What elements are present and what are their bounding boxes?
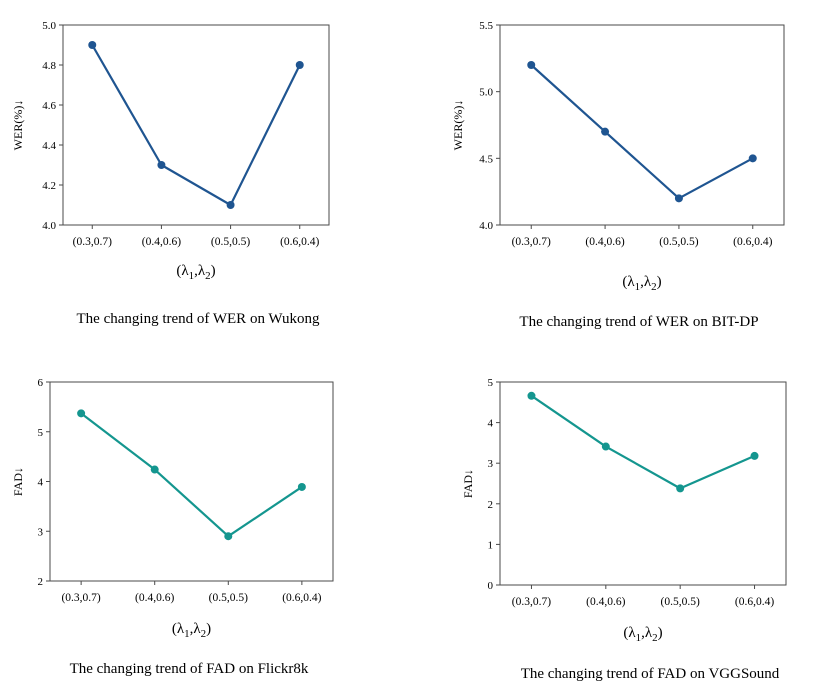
data-point — [748, 154, 757, 163]
x-axis-label: (λ1,λ2) — [176, 263, 215, 282]
y-tick-label: 0 — [488, 580, 494, 592]
plot-frame — [499, 24, 785, 226]
x-tick-label: (0.6,0.4) — [282, 592, 321, 604]
x-label-part: 1 — [189, 270, 195, 282]
x-tick-label: (0.3,0.7) — [512, 596, 551, 608]
x-label-part: (λ — [172, 621, 185, 637]
data-point — [750, 451, 759, 460]
x-tick-label: (0.5,0.5) — [661, 596, 700, 608]
data-point — [226, 201, 235, 209]
x-label-part: ,λ — [641, 625, 653, 641]
x-label-part: 2 — [651, 281, 657, 293]
x-tick-label: (0.5,0.5) — [659, 236, 698, 248]
x-label-part: (λ — [623, 625, 636, 641]
y-tick-label: 4 — [38, 477, 44, 489]
y-tick-label: 4.2 — [42, 180, 56, 192]
y-tick-label: 5 — [488, 377, 494, 389]
chart-panel-1: 4.0 4.2 4.4 4.6 4.8 5.0 (0.3,0.7) (0.4,0.6) (0.5… — [11, 20, 330, 327]
x-label-part: 1 — [636, 632, 642, 644]
y-tick-label: 2 — [488, 499, 494, 511]
plot-frame — [499, 381, 787, 586]
data-point — [601, 127, 610, 136]
chart-caption: The changing trend of WER on BIT-DP — [519, 314, 758, 330]
data-point — [150, 465, 159, 474]
x-label-part: ) — [657, 274, 662, 290]
series-line — [91, 44, 301, 207]
x-label-part: 2 — [652, 632, 658, 644]
chart-caption: The changing trend of WER on Wukong — [77, 311, 320, 327]
y-axis-label: FAD↓ — [11, 467, 25, 496]
y-tick-label: 4.8 — [42, 60, 56, 72]
series-line — [80, 412, 303, 538]
series-line — [530, 64, 754, 200]
y-tick-label: 4.0 — [42, 220, 56, 232]
data-point — [527, 61, 536, 69]
y-tick-label: 4.5 — [479, 153, 493, 165]
x-label-part: ) — [206, 621, 211, 637]
y-tick-label: 5.0 — [42, 20, 56, 32]
x-tick-label: (0.4,0.6) — [142, 236, 181, 248]
x-label-part: ,λ — [190, 621, 202, 637]
y-axis-label: WER(%)↓ — [11, 100, 25, 151]
data-point — [601, 442, 610, 451]
x-label-part: 1 — [635, 281, 641, 293]
y-tick-label: 3 — [488, 458, 494, 470]
data-point — [527, 391, 536, 400]
plot-frame — [62, 24, 330, 226]
x-label-part: (λ — [176, 263, 189, 279]
x-tick-label: (0.4,0.6) — [586, 596, 625, 608]
data-point — [157, 161, 166, 169]
y-axis-label: FAD↓ — [461, 469, 475, 498]
x-tick-label: (0.3,0.7) — [73, 236, 112, 248]
chart-caption: The changing trend of FAD on VGGSound — [521, 666, 780, 682]
x-label-part: ) — [211, 263, 216, 279]
x-label-part: ,λ — [640, 274, 652, 290]
y-tick-label: 5.0 — [479, 87, 493, 99]
y-tick-label: 3 — [38, 526, 44, 538]
data-point — [297, 482, 306, 491]
x-tick-label: (0.6,0.4) — [280, 236, 319, 248]
x-tick-label: (0.4,0.6) — [135, 592, 174, 604]
y-tick-label: 6 — [38, 377, 44, 389]
data-point — [674, 194, 683, 203]
x-label-part: 2 — [201, 628, 207, 640]
y-tick-label: 2 — [38, 576, 44, 588]
y-tick-label: 4.0 — [479, 220, 493, 232]
chart-panel-2: 4.0 4.5 5.0 5.5 (0.3,0.7) (0.4,0.6) (0.5,0.5) (… — [451, 20, 785, 330]
plot-frame — [49, 381, 334, 582]
y-tick-label: 1 — [488, 539, 494, 551]
x-tick-label: (0.5,0.5) — [211, 236, 250, 248]
data-point — [88, 41, 97, 49]
x-label-part: (λ — [622, 274, 635, 290]
series-line — [530, 394, 755, 490]
x-tick-label: (0.3,0.7) — [512, 236, 551, 248]
x-label-part: ) — [658, 625, 663, 641]
y-tick-label: 5 — [38, 427, 44, 439]
y-tick-label: 4.6 — [42, 100, 56, 112]
x-axis-label: (λ1,λ2) — [623, 625, 662, 644]
x-tick-label: (0.3,0.7) — [61, 592, 100, 604]
x-axis-label: (λ1,λ2) — [172, 621, 211, 640]
x-tick-label: (0.5,0.5) — [209, 592, 248, 604]
y-tick-label: 5.5 — [479, 20, 493, 32]
chart-caption: The changing trend of FAD on Flickr8k — [70, 661, 309, 677]
data-point — [77, 409, 86, 418]
data-point — [224, 532, 233, 541]
y-tick-label: 4.4 — [42, 140, 56, 152]
y-tick-label: 4 — [488, 418, 494, 430]
data-point — [676, 484, 685, 493]
x-tick-label: (0.4,0.6) — [585, 236, 624, 248]
data-point — [295, 61, 304, 69]
y-axis-label: WER(%)↓ — [451, 100, 465, 151]
x-tick-label: (0.6,0.4) — [733, 236, 772, 248]
x-axis-label: (λ1,λ2) — [622, 274, 661, 293]
x-label-part: 2 — [205, 270, 211, 282]
x-tick-label: (0.6,0.4) — [735, 596, 774, 608]
x-label-part: ,λ — [194, 263, 206, 279]
chart-panel-3: 2 3 4 5 6 (0.3,0.7) (0.4,0.6) (0.5,0.5) (0.6,0.4… — [11, 377, 334, 677]
x-label-part: 1 — [184, 628, 190, 640]
